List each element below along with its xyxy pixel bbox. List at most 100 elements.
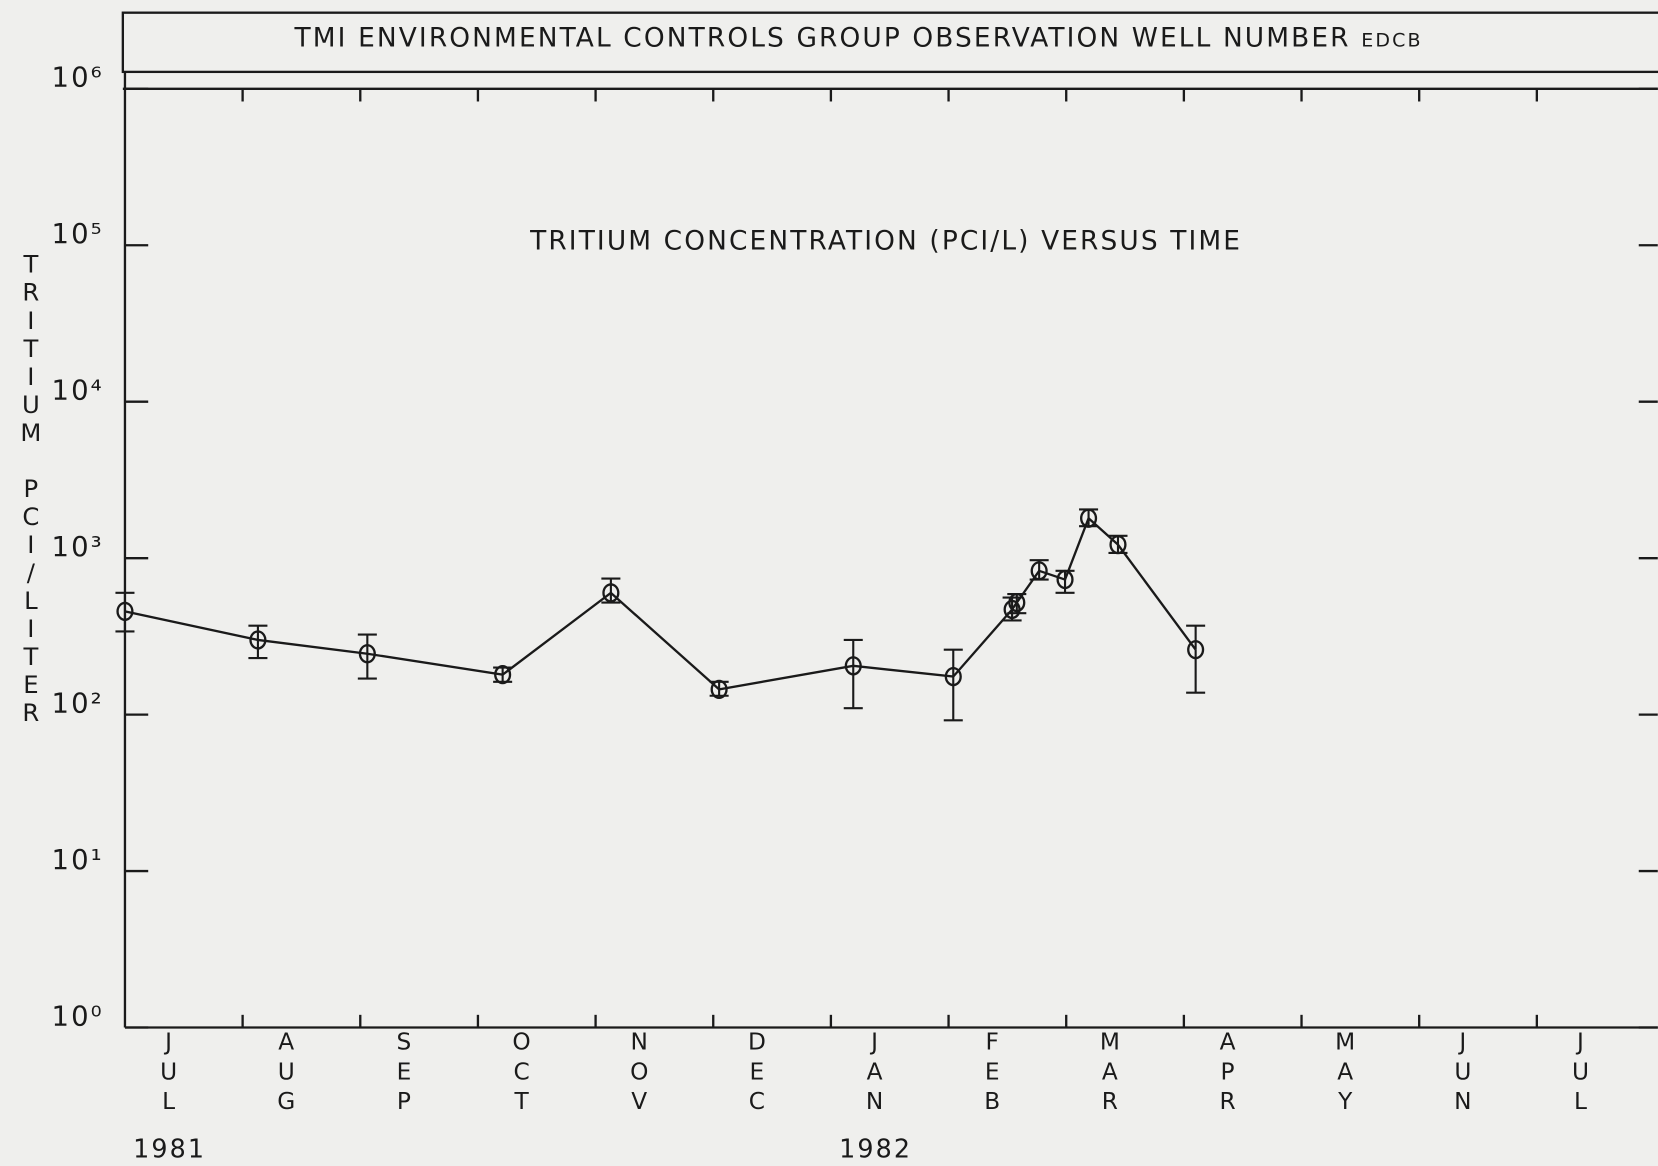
- data-point: [358, 644, 376, 664]
- letter: T: [513, 1088, 530, 1115]
- data-point: [1030, 561, 1048, 581]
- data-point: [710, 679, 728, 699]
- letter: P: [1221, 1058, 1237, 1085]
- letter: S: [397, 1029, 414, 1056]
- letter: A: [1102, 1058, 1120, 1085]
- letter: T: [22, 334, 40, 363]
- letter: R: [22, 278, 41, 307]
- letter: G: [277, 1088, 297, 1115]
- header-text: TMI ENVIRONMENTAL CONTROLS GROUP OBSERVA…: [294, 23, 1423, 54]
- y-axis-label: T R I T I U M P C I / L I T E R: [20, 250, 43, 727]
- letter: A: [278, 1029, 296, 1056]
- letter: J: [1575, 1029, 1586, 1056]
- data-line: [124, 516, 1197, 691]
- letter: R: [22, 698, 41, 727]
- letter: J: [1457, 1029, 1468, 1056]
- letter: E: [23, 670, 40, 699]
- letter: A: [1337, 1058, 1355, 1085]
- data-point: [249, 630, 267, 650]
- letter: V: [631, 1088, 649, 1115]
- letter: O: [630, 1058, 650, 1085]
- letter: N: [866, 1088, 886, 1115]
- letter: U: [1454, 1058, 1473, 1085]
- letter: I: [27, 530, 36, 559]
- y-tick-label: 10⁵: [52, 218, 104, 250]
- letter: I: [27, 362, 36, 391]
- letter: B: [984, 1088, 1002, 1115]
- letter: F: [986, 1029, 1002, 1056]
- letter: O: [512, 1029, 532, 1056]
- data-point: [1008, 592, 1026, 613]
- data-point: [494, 665, 512, 685]
- letter: N: [631, 1029, 651, 1056]
- letter: M: [1335, 1029, 1357, 1056]
- y-tick-label: 10²: [52, 687, 104, 719]
- header: TMI ENVIRONMENTAL CONTROLS GROUP OBSERVA…: [294, 23, 1351, 54]
- letter: P: [397, 1088, 413, 1115]
- data-point: [1056, 569, 1074, 590]
- letter: U: [278, 1058, 297, 1085]
- data-point: [1109, 535, 1127, 555]
- letter: P: [24, 474, 41, 503]
- letter: E: [985, 1058, 1002, 1085]
- letter: C: [749, 1088, 767, 1115]
- letter: T: [22, 250, 40, 279]
- letter: E: [750, 1058, 767, 1085]
- letter: R: [1219, 1088, 1237, 1115]
- letter: I: [27, 614, 36, 643]
- letter: U: [160, 1058, 179, 1085]
- letter: T: [22, 642, 40, 671]
- y-tick-label: 10⁶: [52, 62, 104, 94]
- data-point: [1187, 640, 1205, 660]
- y-tick-label: 10⁰: [52, 1000, 104, 1032]
- data-point: [1080, 508, 1098, 528]
- letter: Y: [1337, 1088, 1354, 1115]
- letter: D: [748, 1029, 768, 1056]
- y-tick-label: 10⁴: [52, 375, 104, 407]
- y-tick-label: 10¹: [52, 844, 104, 876]
- letter: C: [513, 1058, 531, 1085]
- chart-title: TRITIUM CONCENTRATION (PCI/L) VERSUS TIM…: [529, 225, 1242, 256]
- data-point: [844, 656, 862, 676]
- letter: R: [1102, 1088, 1120, 1115]
- letter: U: [22, 390, 42, 419]
- year-label: 1981: [133, 1134, 206, 1164]
- header-suffix: EDCB: [1361, 30, 1422, 52]
- data-point: [116, 601, 134, 621]
- letter: M: [1100, 1029, 1122, 1056]
- data-point: [602, 583, 620, 603]
- letter: A: [867, 1058, 885, 1085]
- y-tick-label: 10³: [52, 531, 104, 563]
- letter: L: [24, 586, 40, 615]
- letter: L: [1574, 1088, 1589, 1115]
- letter: C: [22, 502, 41, 531]
- letter: I: [27, 306, 36, 335]
- letter: N: [1454, 1088, 1474, 1115]
- letter: /: [27, 558, 37, 587]
- letter: J: [163, 1029, 174, 1056]
- letter: E: [397, 1058, 414, 1085]
- header-box: [121, 11, 1658, 74]
- data-point: [944, 666, 962, 687]
- letter: J: [869, 1029, 880, 1056]
- year-label: 1982: [839, 1134, 912, 1164]
- letter: L: [162, 1088, 177, 1115]
- letter: U: [1572, 1058, 1591, 1085]
- letter: A: [1220, 1029, 1238, 1056]
- letter: M: [20, 418, 43, 447]
